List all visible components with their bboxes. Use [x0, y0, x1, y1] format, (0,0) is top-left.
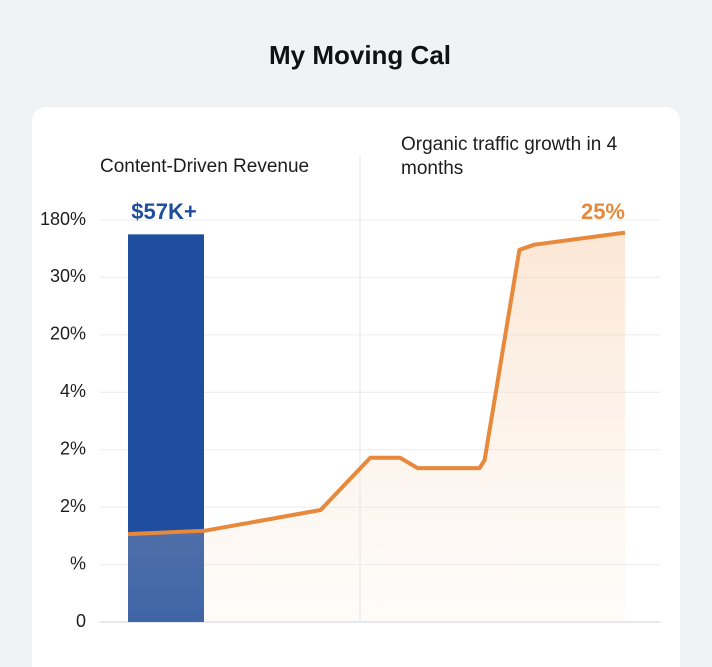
- y-tick-label: %: [70, 553, 86, 573]
- y-tick-label: 2%: [60, 496, 86, 516]
- y-tick-label: 30%: [50, 266, 86, 286]
- line-annotation: 25%: [581, 199, 625, 224]
- y-tick-label: 20%: [50, 324, 86, 344]
- y-tick-label: 0: [76, 611, 86, 631]
- y-tick-label: 4%: [60, 381, 86, 401]
- bar-annotation: $57K+: [131, 199, 196, 224]
- line: [127, 230, 626, 537]
- page-title: My Moving Cal: [269, 40, 451, 70]
- left-chart-title: Content-Driven Revenue: [100, 156, 309, 177]
- y-tick-label: 2%: [60, 438, 86, 458]
- right-chart-title: Organic traffic growth in 4 months: [401, 134, 618, 179]
- area-fill: [128, 232, 625, 623]
- y-tick-label: 180%: [40, 209, 86, 229]
